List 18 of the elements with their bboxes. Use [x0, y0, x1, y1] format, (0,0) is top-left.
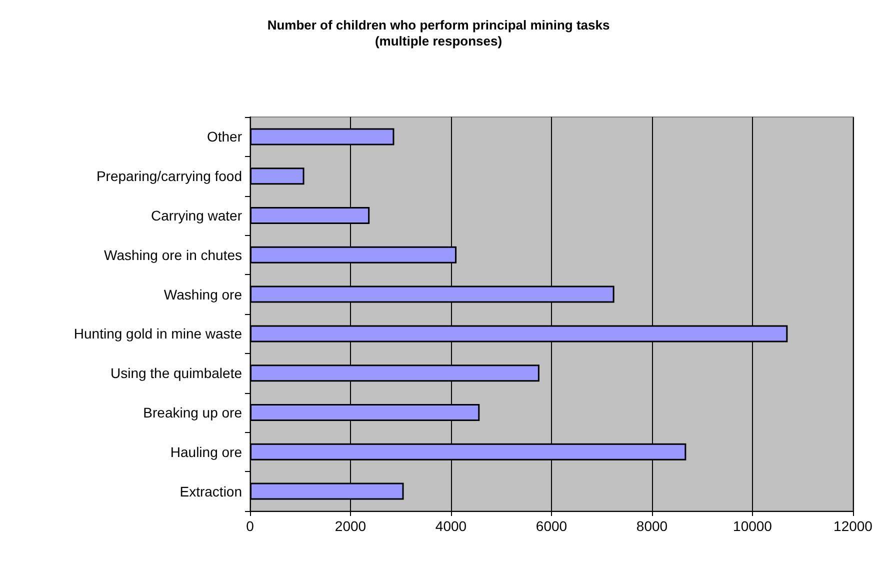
- y-tick-label: Hauling ore: [170, 444, 242, 460]
- x-tick-label: 0: [246, 518, 254, 534]
- chart-title: Number of children who perform principal mining tasks (multiple responses): [267, 18, 610, 48]
- x-tick-label: 10000: [733, 518, 772, 534]
- x-tick-label: 2000: [334, 518, 366, 534]
- y-tick-label: Hunting gold in mine waste: [74, 326, 242, 342]
- y-tick-label: Extraction: [180, 483, 242, 500]
- y-tick-label: Carrying water: [150, 208, 242, 224]
- y-tick-label: Preparing/carrying food: [96, 168, 242, 184]
- x-tick-label: 4000: [435, 518, 467, 534]
- y-tick-label: Washing ore in chutes: [104, 246, 242, 263]
- y-tick-label: Other: [206, 128, 242, 145]
- y-tick-label: Using the quimbalete: [110, 365, 242, 382]
- y-tick-label: Washing ore: [164, 286, 242, 302]
- x-tick-label: 8000: [636, 518, 668, 534]
- x-tick-label: 12000: [834, 518, 873, 534]
- x-tick-label: 6000: [536, 518, 568, 534]
- y-tick-label: Breaking up ore: [143, 404, 242, 420]
